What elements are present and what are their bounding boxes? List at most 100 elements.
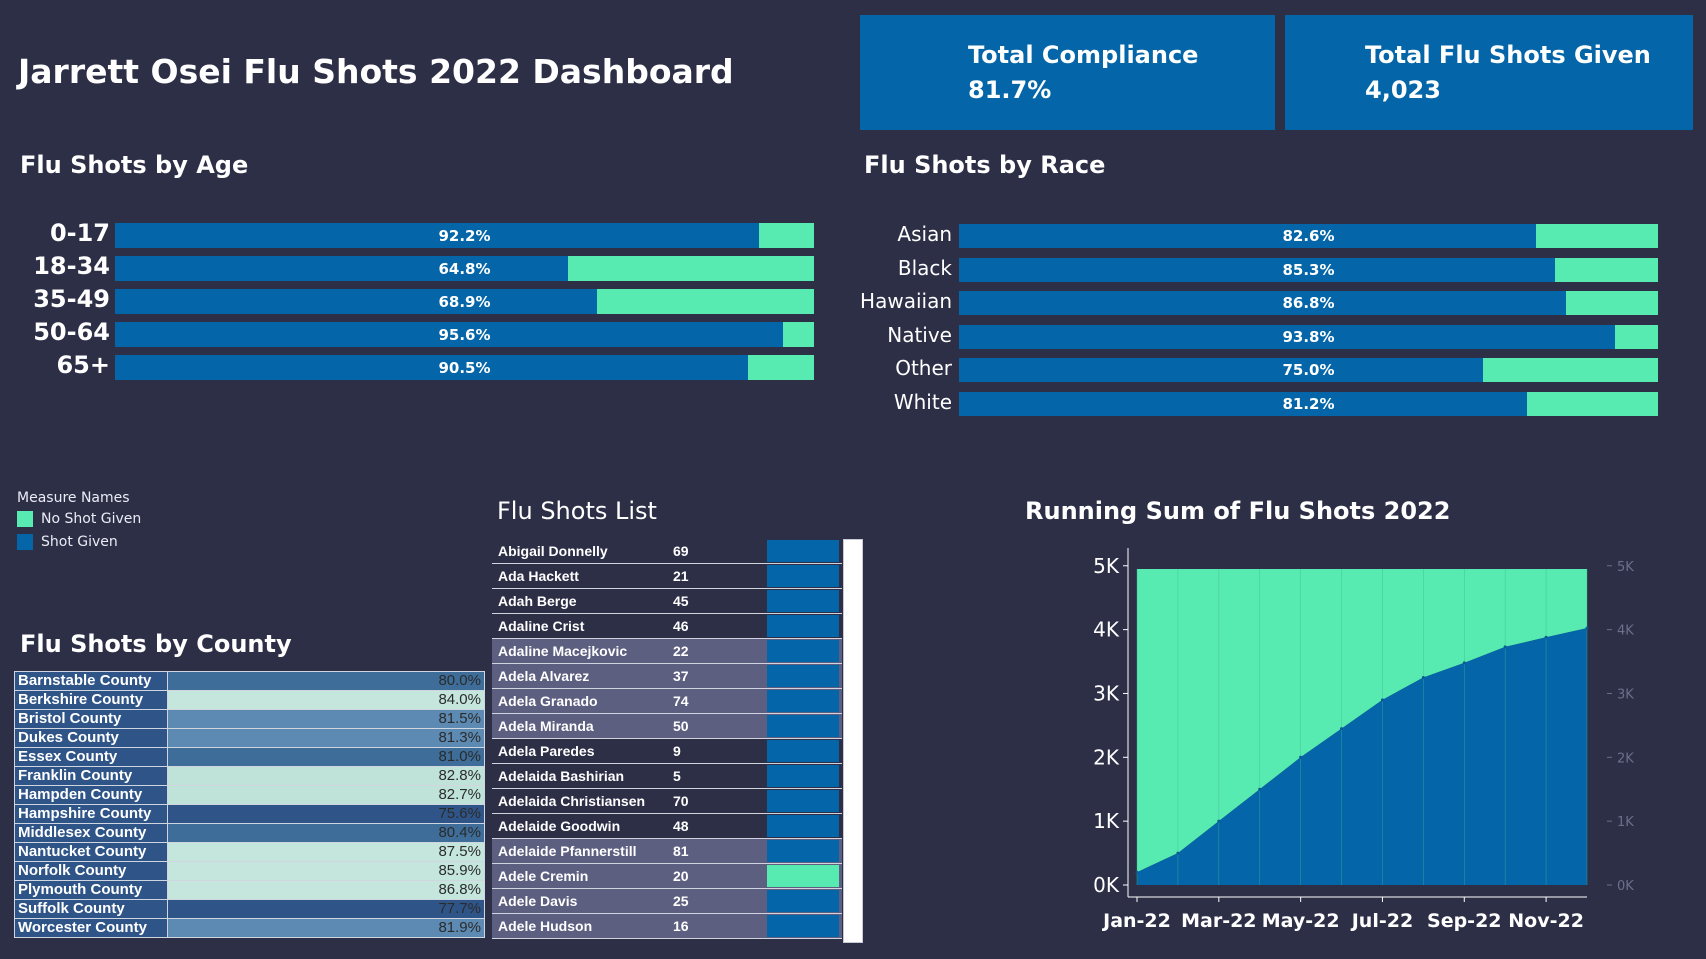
list-item[interactable]: Adele Davis 25 [492, 889, 842, 914]
list-item[interactable]: Adela Alvarez 37 [492, 664, 842, 689]
list-item[interactable]: Adelaida Christiansen 70 [492, 789, 842, 814]
county-row[interactable]: Plymouth County 86.8% [14, 880, 485, 900]
county-name: Dukes County [14, 728, 168, 748]
list-item[interactable]: Ada Hackett 21 [492, 564, 842, 589]
county-row[interactable]: Barnstable County 80.0% [14, 671, 485, 691]
no-shot-segment [596, 289, 814, 314]
age-bar[interactable]: 92.2% [115, 223, 814, 248]
race-bar[interactable]: 82.6% [959, 224, 1658, 248]
race-value-label: 82.6% [1282, 227, 1335, 245]
right-tick-label: 4K [1617, 624, 1634, 639]
race-bar[interactable]: 75.0% [959, 358, 1658, 383]
shot-status-cell [767, 840, 839, 862]
patient-name: Adelaida Christiansen [498, 793, 646, 809]
kpi-total-compliance: Total Compliance 81.7% [860, 15, 1275, 130]
list-item[interactable]: Adela Miranda 50 [492, 714, 842, 739]
list-item[interactable]: Adela Granado 74 [492, 689, 842, 714]
county-row[interactable]: Hampden County 82.7% [14, 785, 485, 805]
race-label: Black [897, 255, 952, 280]
county-name: Suffolk County [14, 899, 168, 919]
kpi-value: 4,023 [1365, 76, 1441, 104]
shot-status-cell [767, 765, 839, 787]
county-value: 86.8% [167, 880, 485, 900]
patient-name: Abigail Donnelly [498, 543, 608, 559]
running-point [1421, 676, 1425, 679]
patient-name: Ada Hackett [498, 568, 579, 584]
shot-status-cell [767, 565, 839, 587]
legend-title: Measure Names [17, 490, 130, 506]
running-section-title: Running Sum of Flu Shots 2022 [1025, 497, 1451, 525]
shot-status-cell [767, 915, 839, 937]
shot-given-segment [959, 257, 1556, 282]
list-scrollbar[interactable] [843, 539, 863, 943]
y-tick-label: 4K [1093, 618, 1120, 642]
list-item[interactable]: Adelaide Goodwin 48 [492, 814, 842, 839]
legend-item-shot[interactable]: Shot Given [17, 534, 141, 550]
list-item[interactable]: Adaline Crist 46 [492, 614, 842, 639]
age-label: 65+ [56, 351, 110, 379]
county-value: 81.0% [167, 747, 485, 767]
county-row[interactable]: Franklin County 82.8% [14, 766, 485, 786]
county-name: Bristol County [14, 709, 168, 729]
county-value: 84.0% [167, 690, 485, 710]
race-bar[interactable]: 86.8% [959, 291, 1658, 316]
age-bar[interactable]: 90.5% [115, 355, 814, 380]
patient-age: 50 [673, 718, 689, 734]
x-tick-label: Jan-22 [1101, 910, 1171, 932]
patient-age: 25 [673, 893, 689, 909]
shot-given-segment [115, 355, 748, 380]
patient-name: Adelaida Bashirian [498, 768, 625, 784]
list-item[interactable]: Adela Paredes 9 [492, 739, 842, 764]
county-row[interactable]: Dukes County 81.3% [14, 728, 485, 748]
race-bar[interactable]: 81.2% [959, 392, 1658, 416]
patient-name: Adaline Crist [498, 618, 585, 634]
list-section-title: Flu Shots List [497, 497, 657, 525]
age-label: 0-17 [49, 219, 110, 247]
county-row[interactable]: Suffolk County 77.7% [14, 899, 485, 919]
county-row[interactable]: Bristol County 81.5% [14, 709, 485, 729]
x-tick-label: Nov-22 [1508, 910, 1584, 932]
county-row[interactable]: Norfolk County 85.9% [14, 861, 485, 881]
list-item[interactable]: Adele Hudson 16 [492, 914, 842, 939]
age-bar[interactable]: 95.6% [115, 322, 814, 347]
age-value-label: 64.8% [438, 259, 491, 278]
age-bar[interactable]: 68.9% [115, 289, 814, 314]
shot-given-area [1137, 628, 1587, 885]
list-item[interactable]: Adaline Macejkovic 22 [492, 639, 842, 664]
county-row[interactable]: Essex County 81.0% [14, 747, 485, 767]
county-row[interactable]: Middlesex County 80.4% [14, 823, 485, 843]
list-item[interactable]: Adele Cremin 20 [492, 864, 842, 889]
y-tick-label: 0K [1093, 873, 1120, 897]
legend-label: Shot Given [41, 534, 118, 550]
county-value: 80.0% [167, 671, 485, 691]
county-name: Essex County [14, 747, 168, 767]
age-bar[interactable]: 64.8% [115, 256, 814, 281]
county-name: Norfolk County [14, 861, 168, 881]
race-label: Hawaiian [860, 289, 952, 314]
patient-age: 20 [673, 868, 689, 884]
race-bar[interactable]: 85.3% [959, 257, 1658, 282]
running-point [1544, 635, 1548, 639]
running-point [1380, 698, 1384, 702]
no-shot-area [1137, 568, 1587, 873]
patient-name: Adele Cremin [498, 868, 589, 884]
shot-given-segment [959, 392, 1527, 416]
county-name: Berkshire County [14, 690, 168, 710]
race-label: Native [887, 322, 952, 347]
county-row[interactable]: Hampshire County 75.6% [14, 804, 485, 824]
list-item[interactable]: Abigail Donnelly 69 [492, 539, 842, 564]
list-item[interactable]: Adelaida Bashirian 5 [492, 764, 842, 789]
shot-status-cell [767, 590, 839, 612]
list-item[interactable]: Adelaide Pfannerstill 81 [492, 839, 842, 864]
legend-item-no-shot[interactable]: No Shot Given [17, 511, 141, 527]
race-bar[interactable]: 93.8% [959, 324, 1658, 349]
list-item[interactable]: Adah Berge 45 [492, 589, 842, 614]
county-row[interactable]: Worcester County 81.9% [14, 918, 485, 938]
county-row[interactable]: Berkshire County 84.0% [14, 690, 485, 710]
county-row[interactable]: Nantucket County 87.5% [14, 842, 485, 862]
shot-given-segment [115, 256, 568, 281]
patient-age: 48 [673, 818, 689, 834]
running-point [1462, 661, 1466, 665]
flu-shots-list[interactable]: Abigail Donnelly 69 Ada Hackett 21 Adah Berg… [492, 539, 864, 943]
kpi-label: Total Compliance [968, 41, 1199, 69]
